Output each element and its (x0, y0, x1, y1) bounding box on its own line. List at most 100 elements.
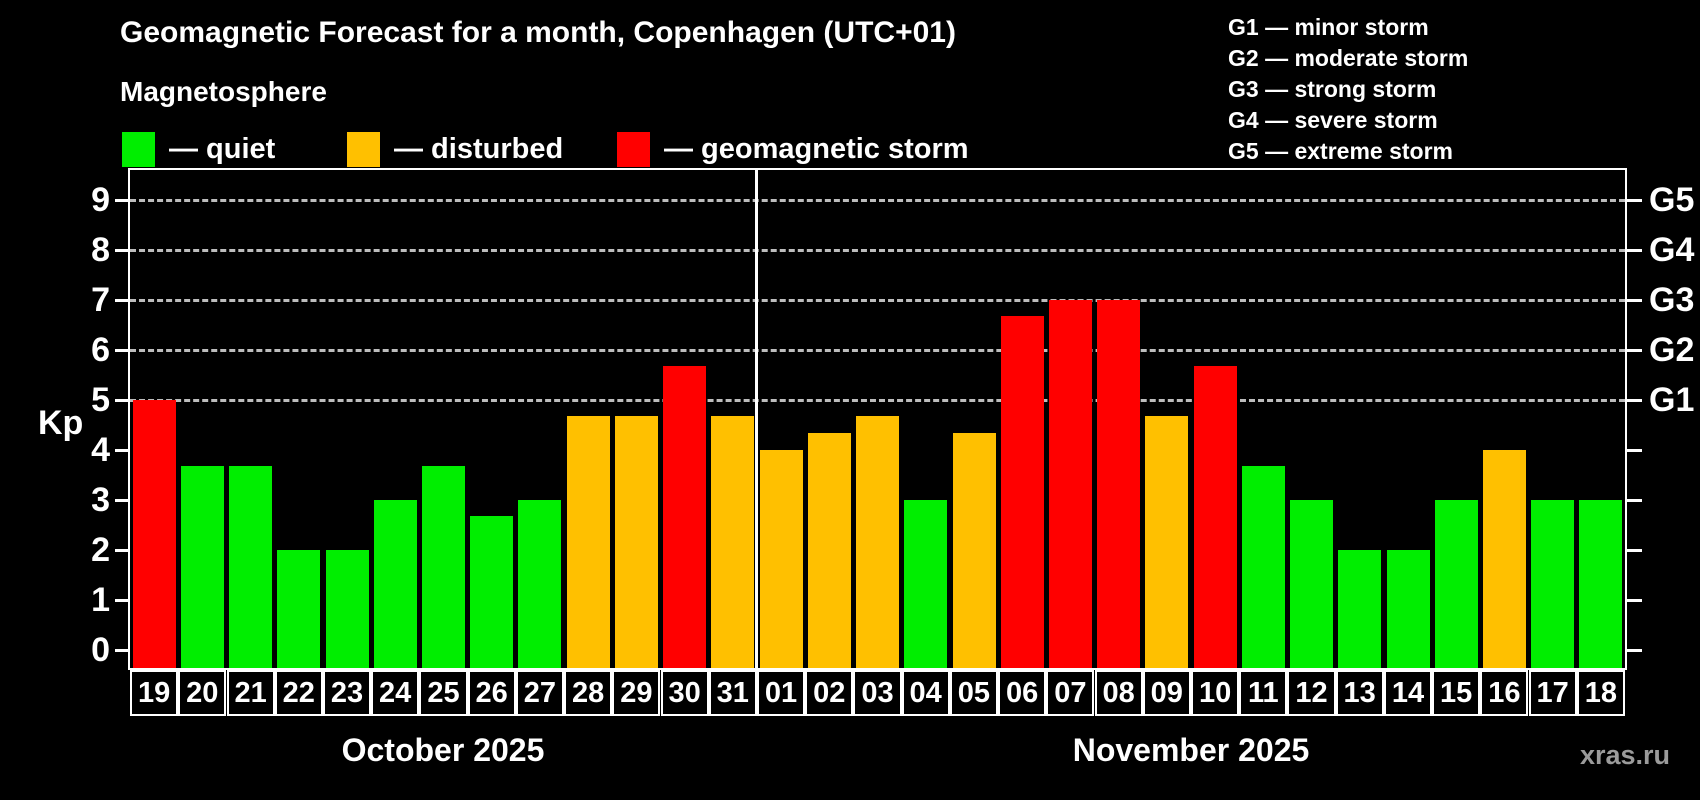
kp-bar (1000, 316, 1044, 668)
chart-subtitle: Magnetosphere (120, 76, 327, 107)
legend-item-storm: — geomagnetic storm (617, 132, 969, 167)
right-axis-tick (1627, 649, 1642, 652)
gridline (130, 199, 1625, 202)
kp-bar (1193, 366, 1237, 668)
day-label-cell: 02 (805, 670, 854, 716)
day-label-cell: 07 (1046, 670, 1095, 716)
day-label-cell: 01 (756, 670, 806, 716)
g-scale-legend: G1 — minor storm G2 — moderate storm G3 … (1228, 12, 1468, 167)
y-tick-label: 7 (91, 281, 110, 319)
day-label-cell: 19 (130, 670, 179, 716)
day-label-cell: 20 (178, 670, 227, 716)
kp-bar (1386, 550, 1430, 668)
g-level-label: G4 (1649, 231, 1695, 269)
legend-swatch-storm (617, 132, 650, 167)
kp-bar (132, 400, 176, 668)
right-axis-tick (1627, 249, 1642, 252)
kp-bar (1241, 466, 1285, 668)
y-axis-tick (115, 249, 130, 252)
right-axis-tick (1627, 449, 1642, 452)
month-divider (755, 170, 759, 668)
day-label-cell: 22 (274, 670, 323, 716)
g-level-label: G3 (1649, 281, 1695, 319)
kp-bar (373, 500, 417, 668)
kp-bar (470, 516, 514, 668)
day-label-cell: 09 (1142, 670, 1191, 716)
kp-bar (518, 500, 562, 668)
kp-bar (904, 500, 948, 668)
day-label-cell: 29 (612, 670, 661, 716)
y-axis-tick (115, 199, 130, 202)
day-label-cell: 28 (564, 670, 613, 716)
y-axis-label: Kp (38, 404, 84, 442)
y-tick-label: 0 (91, 631, 110, 669)
g-scale-item: G3 — strong storm (1228, 76, 1437, 102)
y-tick-label: 8 (91, 231, 110, 269)
day-label-cell: 05 (949, 670, 998, 716)
day-label-cell: 18 (1576, 670, 1625, 716)
right-axis-tick (1627, 549, 1642, 552)
gridline (130, 249, 1625, 252)
kp-bar (1531, 500, 1575, 668)
kp-bar (325, 550, 369, 668)
g-scale-item: G5 — extreme storm (1228, 138, 1453, 164)
kp-bar (1048, 300, 1092, 668)
day-label-cell: 13 (1335, 670, 1384, 716)
day-label-cell: 04 (901, 670, 950, 716)
right-axis-tick (1627, 399, 1642, 402)
kp-bar (1579, 500, 1623, 668)
month-label-november: November 2025 (1072, 732, 1310, 768)
y-axis-tick (115, 299, 130, 302)
legend-swatch-quiet (122, 132, 155, 167)
legend-swatch-disturbed (347, 132, 380, 167)
y-axis-tick (115, 549, 130, 552)
day-label-cell: 08 (1094, 670, 1143, 716)
y-axis-tick (115, 499, 130, 502)
day-label-cell: 25 (419, 670, 468, 716)
y-tick-label: 1 (91, 581, 110, 619)
day-label-cell: 10 (1191, 670, 1240, 716)
legend-label-storm: — geomagnetic storm (664, 133, 969, 165)
y-tick-label: 3 (91, 481, 110, 519)
legend-label-disturbed: — disturbed (394, 133, 564, 165)
kp-bar (1482, 450, 1526, 668)
y-tick-label: 2 (91, 531, 110, 569)
y-tick-label: 5 (91, 381, 110, 419)
kp-bar (1434, 500, 1478, 668)
day-label-cell: 23 (322, 670, 372, 716)
gridline (130, 299, 1625, 302)
y-axis-tick (115, 349, 130, 352)
legend-item-quiet: — quiet (122, 132, 275, 167)
g-level-label: G5 (1649, 181, 1695, 219)
day-label-cell: 30 (660, 670, 709, 716)
y-axis-tick (115, 399, 130, 402)
gridline (130, 399, 1625, 402)
y-axis-tick (115, 599, 130, 602)
day-label-cell: 31 (708, 670, 757, 716)
legend-item-disturbed: — disturbed (347, 132, 563, 167)
kp-bar (422, 466, 465, 668)
kp-bar (1097, 300, 1141, 668)
right-axis-tick (1627, 349, 1642, 352)
g-level-label: G2 (1649, 331, 1695, 369)
day-label-cell: 26 (467, 670, 516, 716)
y-axis-tick (115, 649, 130, 652)
kp-bar (711, 416, 755, 668)
kp-bar (229, 466, 273, 668)
day-label-cell: 24 (371, 670, 420, 716)
right-axis-tick (1627, 199, 1642, 202)
kp-bar (1145, 416, 1189, 668)
kp-bar (566, 416, 610, 668)
g-level-label: G1 (1649, 381, 1695, 419)
kp-bar (952, 433, 996, 668)
g-scale-item: G4 — severe storm (1228, 107, 1438, 133)
kp-bar (277, 550, 321, 668)
day-label-cell: 06 (998, 670, 1047, 716)
kp-bar (1338, 550, 1382, 668)
legend-label-quiet: — quiet (169, 133, 276, 165)
page-title: Geomagnetic Forecast for a month, Copenh… (120, 16, 956, 49)
day-label-cell: 12 (1287, 670, 1336, 716)
month-label-october: October 2025 (341, 732, 545, 768)
day-label-cell: 27 (515, 670, 564, 716)
